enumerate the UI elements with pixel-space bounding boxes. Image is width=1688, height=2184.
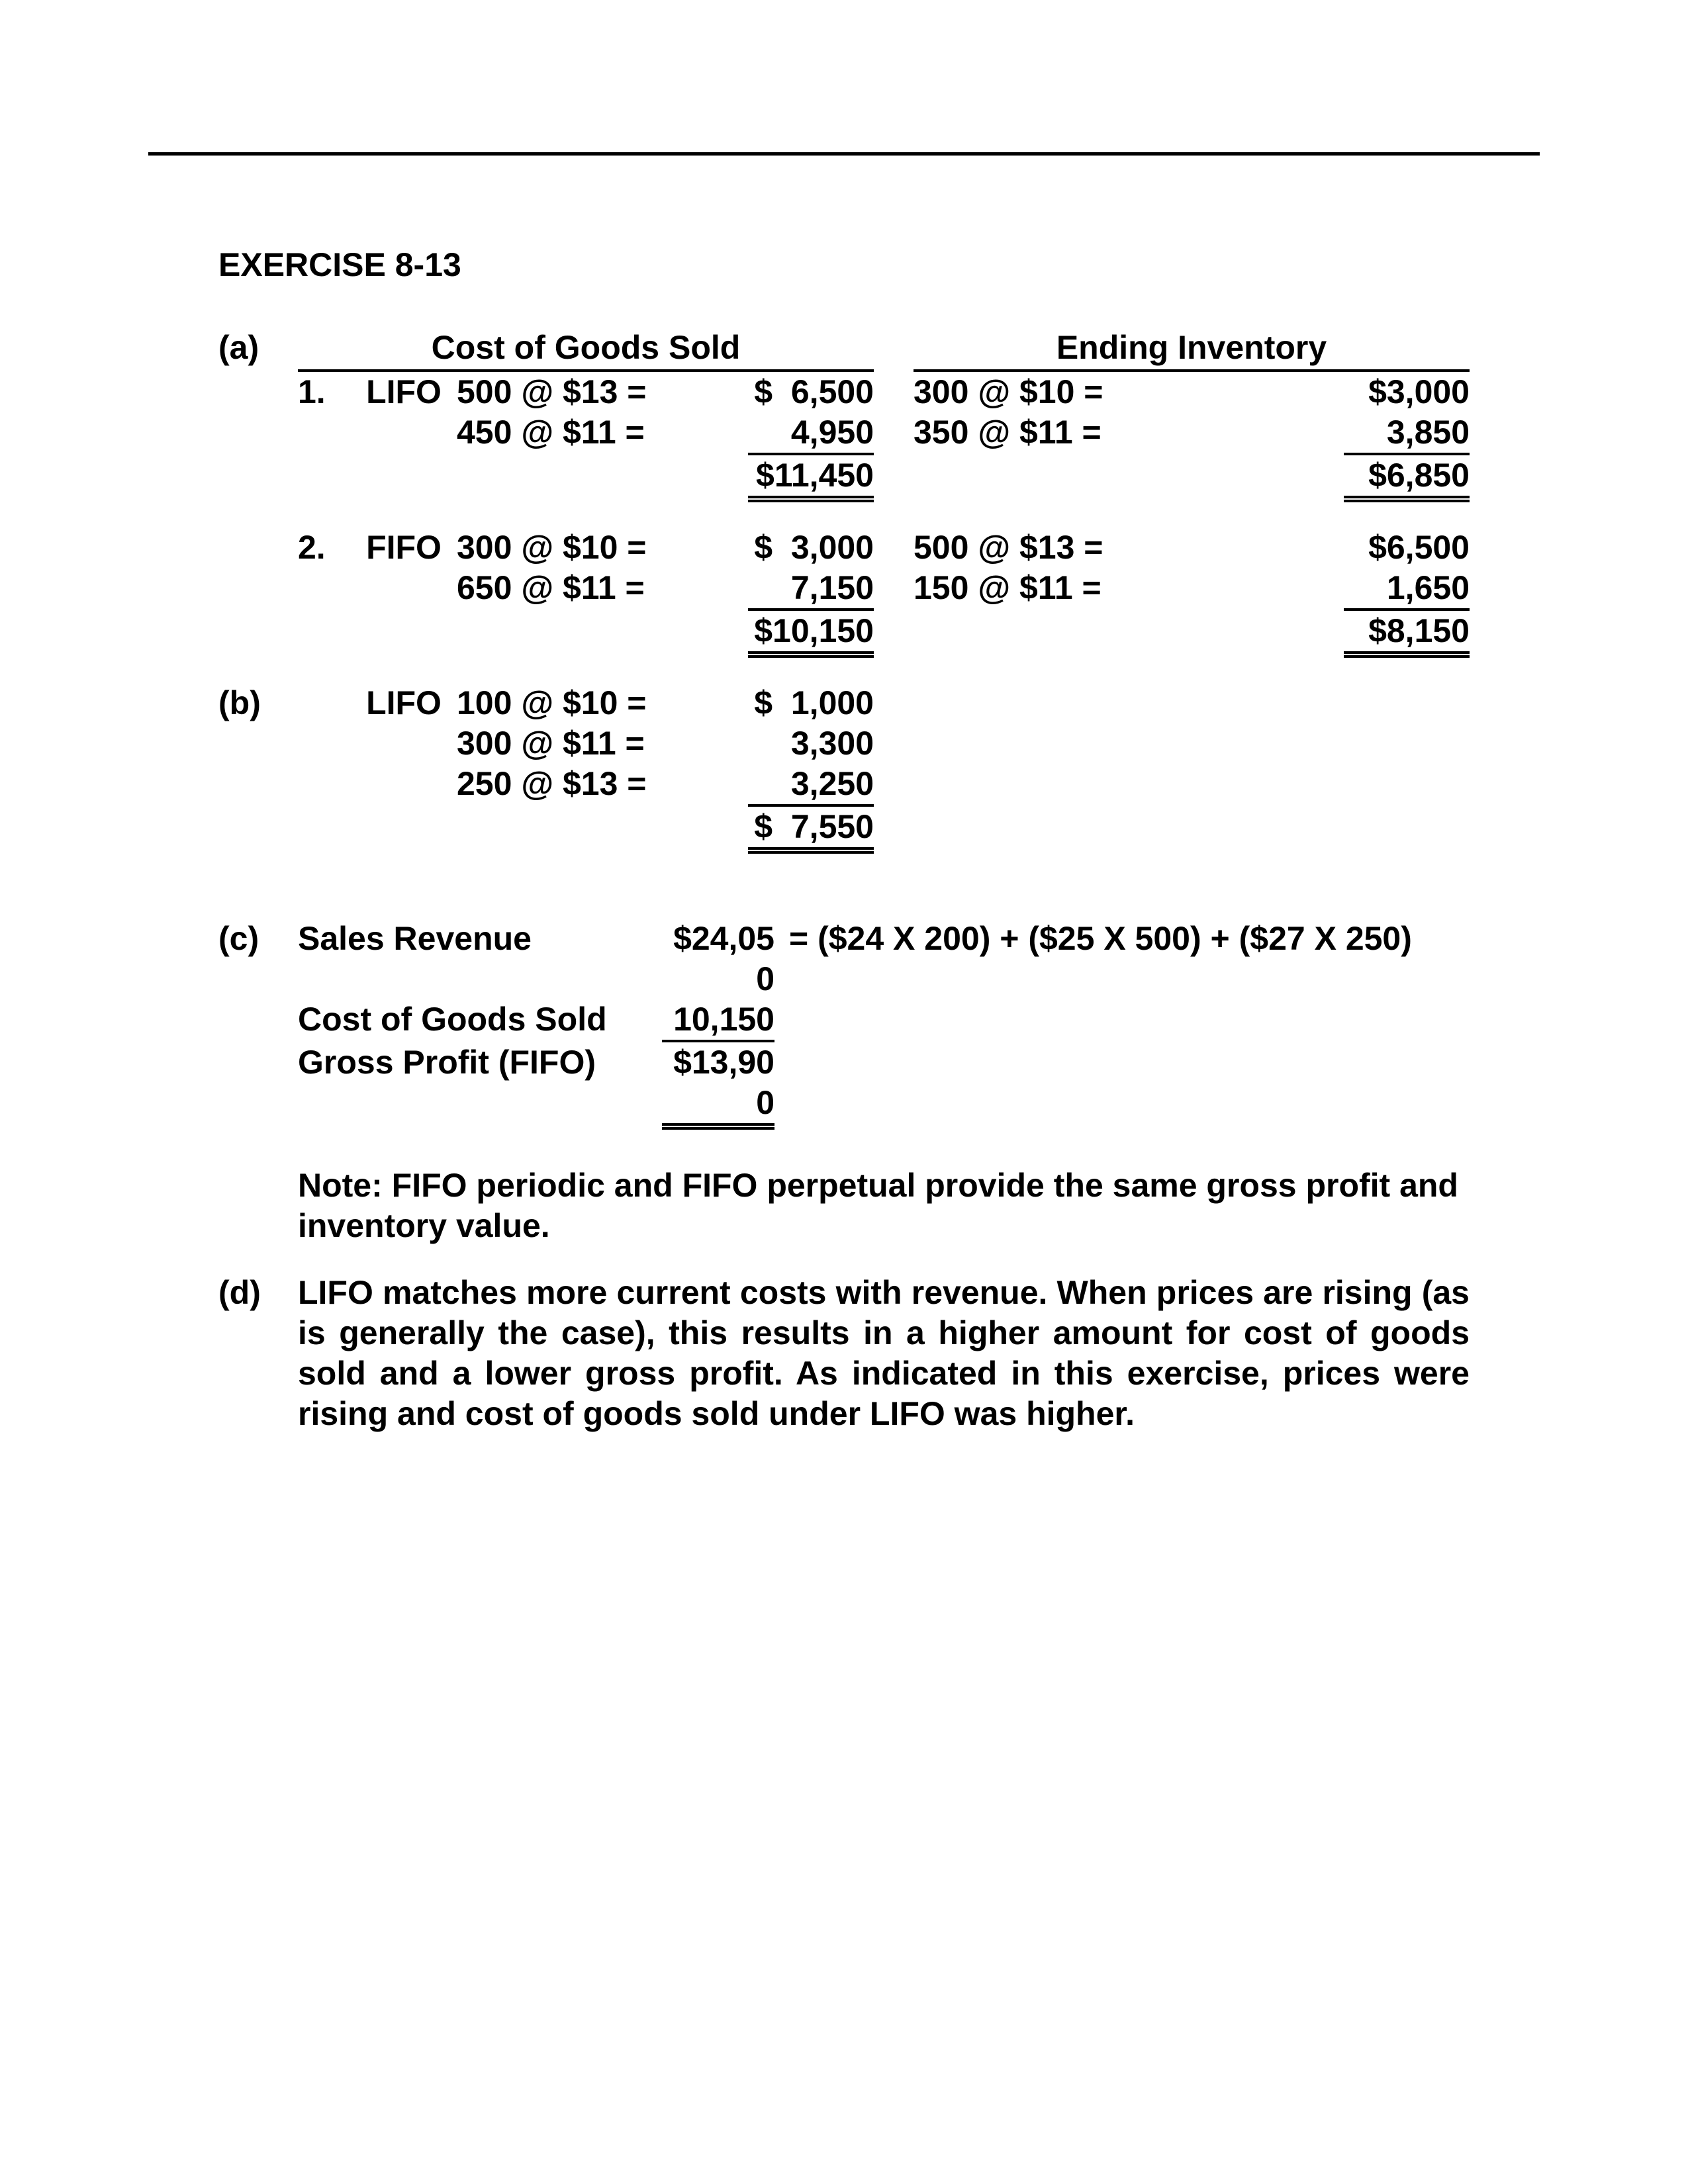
a1-inv2-amt: 3,850 (1344, 412, 1470, 455)
section-a-headers: Cost of Goods Sold Ending Inventory (298, 328, 1470, 372)
a2-cogs2-amt: 7,150 (748, 568, 874, 611)
section-c-body: Sales Revenue $24,050 = ($24 X 200) + ($… (298, 919, 1470, 1246)
a-block-2: 2. FIFO 300 @ $10 = $ 3,000 500 @ $13 = … (298, 527, 1470, 654)
a1-cogs1-amt: $ 6,500 (688, 372, 874, 412)
c-note: Note: FIFO periodic and FIFO perpetual p… (298, 1165, 1470, 1246)
a2-row1: 2. FIFO 300 @ $10 = $ 3,000 500 @ $13 = … (298, 527, 1470, 568)
b-amt2: 3,300 (791, 725, 874, 762)
exercise-title: EXERCISE 8-13 (218, 245, 1470, 285)
c1-eq: = ($24 X 200) + ($25 X 500) + ($27 X 250… (774, 919, 1470, 959)
b-row3: 250 @ $13 = 3,250 (298, 764, 1470, 807)
a1-cogs2-calc: 450 @ $11 = (457, 412, 688, 455)
a1-cogs2-amt: 4,950 (748, 412, 874, 455)
a1-inv1-calc: 300 @ $10 = (914, 372, 1145, 412)
section-a-body: Cost of Goods Sold Ending Inventory 1. L… (298, 328, 1470, 683)
section-b: (b) LIFO 100 @ $10 = $ 1,000 300 @ $11 =… (218, 683, 1470, 879)
a2-inv1-calc: 500 @ $13 = (914, 527, 1145, 568)
a2-cogs1-amt: $ 3,000 (754, 529, 874, 566)
a2-inv2-amt: 1,650 (1344, 568, 1470, 611)
c2-amt: 10,150 (662, 999, 774, 1042)
c-row-2: Cost of Goods Sold 10,150 (298, 999, 1470, 1042)
hdr-cogs: Cost of Goods Sold (298, 328, 874, 372)
marker-c: (c) (218, 919, 298, 959)
b-method: LIFO (351, 683, 457, 723)
a1-row1: 1. LIFO 500 @ $13 = $ 6,500 300 @ $10 = … (298, 372, 1470, 412)
section-c: (c) Sales Revenue $24,050 = ($24 X 200) … (218, 919, 1470, 1246)
b-calc2: 300 @ $11 = (457, 723, 688, 764)
page-content: EXERCISE 8-13 (a) Cost of Goods Sold End… (218, 245, 1470, 1434)
a1-inv-total: $6,850 (1344, 455, 1470, 498)
a1-num: 1. (298, 372, 351, 412)
c3-label: Gross Profit (FIFO) (298, 1042, 655, 1083)
a2-inv2-calc: 150 @ $11 = (914, 568, 1145, 611)
hdr-gap (874, 328, 914, 372)
a2-row3: $10,150 $8,150 (298, 611, 1470, 654)
b-total: $ 7,550 (748, 807, 874, 850)
b-row4: $ 7,550 (298, 807, 1470, 850)
a1-inv2-calc: 350 @ $11 = (914, 412, 1145, 455)
a2-inv-total: $8,150 (1344, 611, 1470, 654)
a1-cogs1-calc: 500 @ $13 = (457, 372, 688, 412)
section-a: (a) Cost of Goods Sold Ending Inventory … (218, 328, 1470, 683)
marker-a: (a) (218, 328, 298, 368)
a1-row2: 450 @ $11 = 4,950 350 @ $11 = 3,850 (298, 412, 1470, 455)
hdr-inventory: Ending Inventory (914, 328, 1470, 372)
a2-cogs2-calc: 650 @ $11 = (457, 568, 688, 611)
section-b-body: LIFO 100 @ $10 = $ 1,000 300 @ $11 = 3,3… (298, 683, 1470, 879)
b-row1: LIFO 100 @ $10 = $ 1,000 (298, 683, 1470, 723)
a1-row3: $11,450 $6,850 (298, 455, 1470, 498)
d-text: LIFO matches more current costs with rev… (298, 1273, 1470, 1434)
b-row2: 300 @ $11 = 3,300 (298, 723, 1470, 764)
a2-cogs1-calc: 300 @ $10 = (457, 527, 688, 568)
b-calc1: 100 @ $10 = (457, 683, 688, 723)
b-amt3: 3,250 (748, 764, 874, 807)
a1-cogs1-amt-v: $ 6,500 (754, 373, 874, 410)
marker-d: (d) (218, 1273, 298, 1313)
b-calc3: 250 @ $13 = (457, 764, 688, 807)
c-row-3: Gross Profit (FIFO) $13,900 (298, 1042, 1470, 1126)
c2-label: Cost of Goods Sold (298, 999, 655, 1040)
a2-cogs-total: $10,150 (748, 611, 874, 654)
c-row-1: Sales Revenue $24,050 = ($24 X 200) + ($… (298, 919, 1470, 999)
a-block-1: 1. LIFO 500 @ $13 = $ 6,500 300 @ $10 = … (298, 372, 1470, 498)
marker-b: (b) (218, 683, 298, 723)
a2-inv1-amt: $6,500 (1145, 527, 1470, 568)
c1-amt: $24,050 (662, 919, 774, 999)
a2-method: FIFO (351, 527, 457, 568)
a2-row2: 650 @ $11 = 7,150 150 @ $11 = 1,650 (298, 568, 1470, 611)
a1-method: LIFO (351, 372, 457, 412)
a1-cogs-total: $11,450 (748, 455, 874, 498)
section-d: (d) LIFO matches more current costs with… (218, 1273, 1470, 1434)
a2-num: 2. (298, 527, 351, 568)
c1-label: Sales Revenue (298, 919, 655, 959)
header-rule (148, 152, 1540, 156)
a1-inv1-amt: $3,000 (1145, 372, 1470, 412)
b-amt1: $ 1,000 (754, 684, 874, 721)
c3-amt: $13,900 (662, 1042, 774, 1126)
